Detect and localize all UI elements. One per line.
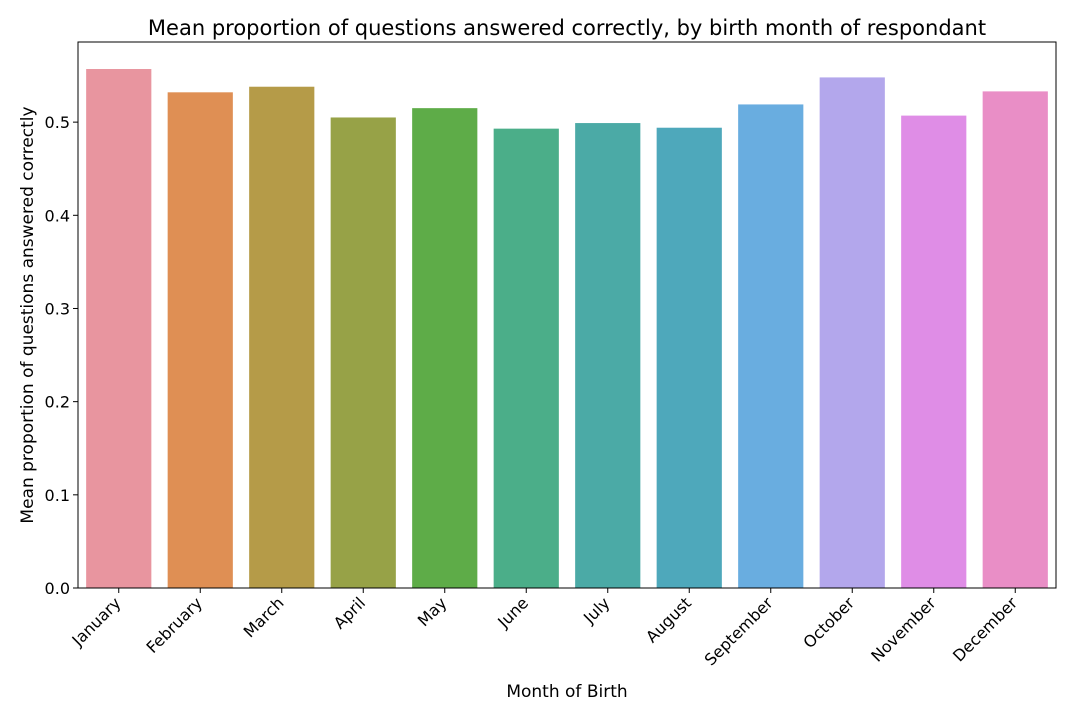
- bar-october: [819, 77, 885, 588]
- x-tick-label: November: [867, 593, 940, 666]
- bar-april: [330, 117, 396, 588]
- bar-september: [738, 104, 804, 589]
- bar-january: [86, 69, 152, 588]
- y-tick-label: 0.2: [45, 393, 70, 412]
- x-tick-label: May: [414, 593, 451, 630]
- bar-august: [656, 127, 722, 588]
- x-tick-label: August: [642, 593, 695, 646]
- x-tick-label: April: [330, 593, 369, 632]
- x-tick-label: February: [143, 593, 207, 657]
- bar-march: [249, 86, 315, 588]
- bar-may: [412, 108, 478, 589]
- x-tick-label: June: [493, 593, 532, 632]
- x-axis-label: Month of Birth: [506, 682, 627, 702]
- x-tick-label: December: [949, 593, 1021, 665]
- bar-february: [167, 92, 233, 588]
- y-tick-label: 0.1: [45, 486, 70, 505]
- y-tick-label: 0.3: [45, 299, 70, 318]
- y-tick-label: 0.5: [45, 113, 70, 132]
- y-tick-label: 0.0: [45, 579, 70, 598]
- x-tick-label: March: [240, 593, 288, 641]
- x-tick-label: September: [701, 593, 777, 669]
- x-tick-label: July: [579, 593, 613, 627]
- bar-june: [493, 128, 559, 588]
- bar-november: [901, 115, 967, 589]
- bars-layer: [86, 69, 1048, 589]
- plot-frame: [77, 41, 1057, 589]
- chart-title: Mean proportion of questions answered co…: [148, 16, 986, 40]
- y-axis-label: Mean proportion of questions answered co…: [18, 106, 38, 523]
- x-tick-label: October: [799, 593, 858, 652]
- y-tick-label: 0.4: [45, 206, 70, 225]
- bar-december: [982, 91, 1048, 588]
- x-tick-label: January: [68, 593, 125, 650]
- bar-july: [575, 123, 641, 588]
